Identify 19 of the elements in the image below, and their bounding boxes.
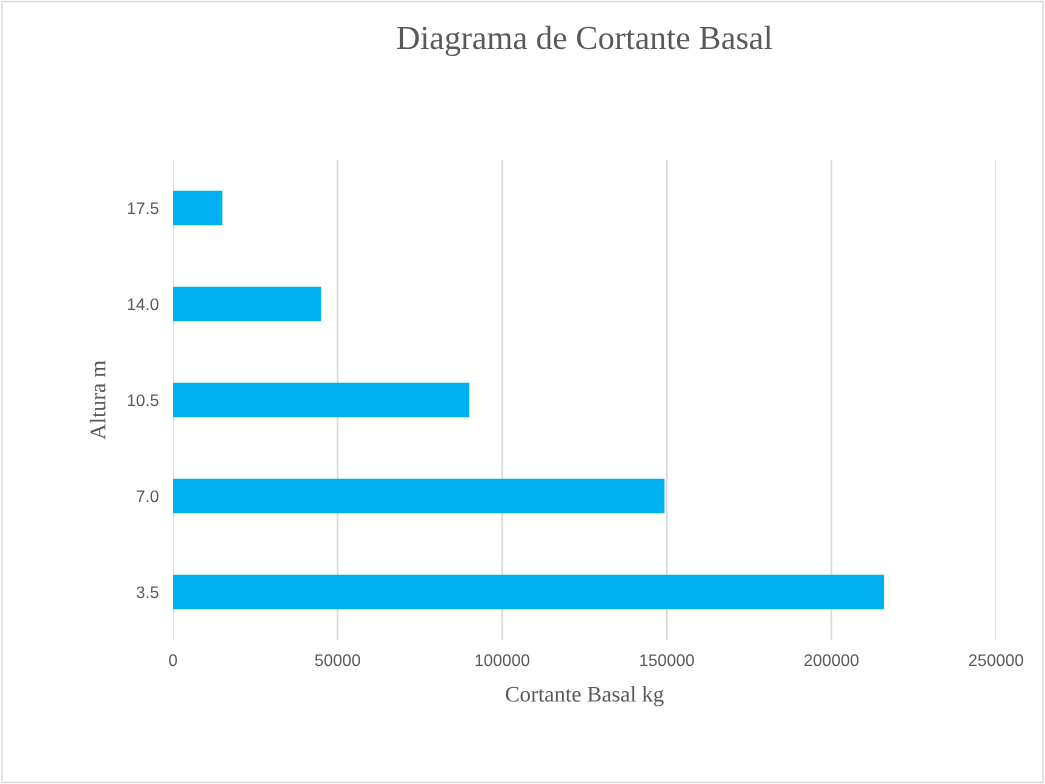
y-tick-label: 17.5 (127, 202, 159, 215)
bar (173, 382, 470, 418)
x-tick-label: 50000 (315, 654, 361, 667)
x-tick-label: 0 (169, 654, 177, 667)
bar (173, 190, 223, 226)
bar (173, 574, 885, 610)
y-axis-title: Altura m (89, 360, 106, 440)
y-tick-label: 7.0 (136, 490, 159, 503)
y-tick-label: 3.5 (136, 586, 159, 599)
bar (173, 286, 322, 322)
x-tick-label: 150000 (640, 654, 694, 667)
y-tick-label: 14.0 (127, 298, 159, 311)
x-tick-label: 250000 (969, 654, 1024, 667)
chart-title: Diagrama de Cortante Basal (397, 25, 773, 57)
bar (173, 478, 665, 514)
x-axis-title: Cortante Basal kg (505, 686, 664, 707)
y-tick-label: 10.5 (127, 394, 159, 407)
x-tick-label: 100000 (475, 654, 530, 667)
x-tick-label: 200000 (804, 654, 859, 667)
